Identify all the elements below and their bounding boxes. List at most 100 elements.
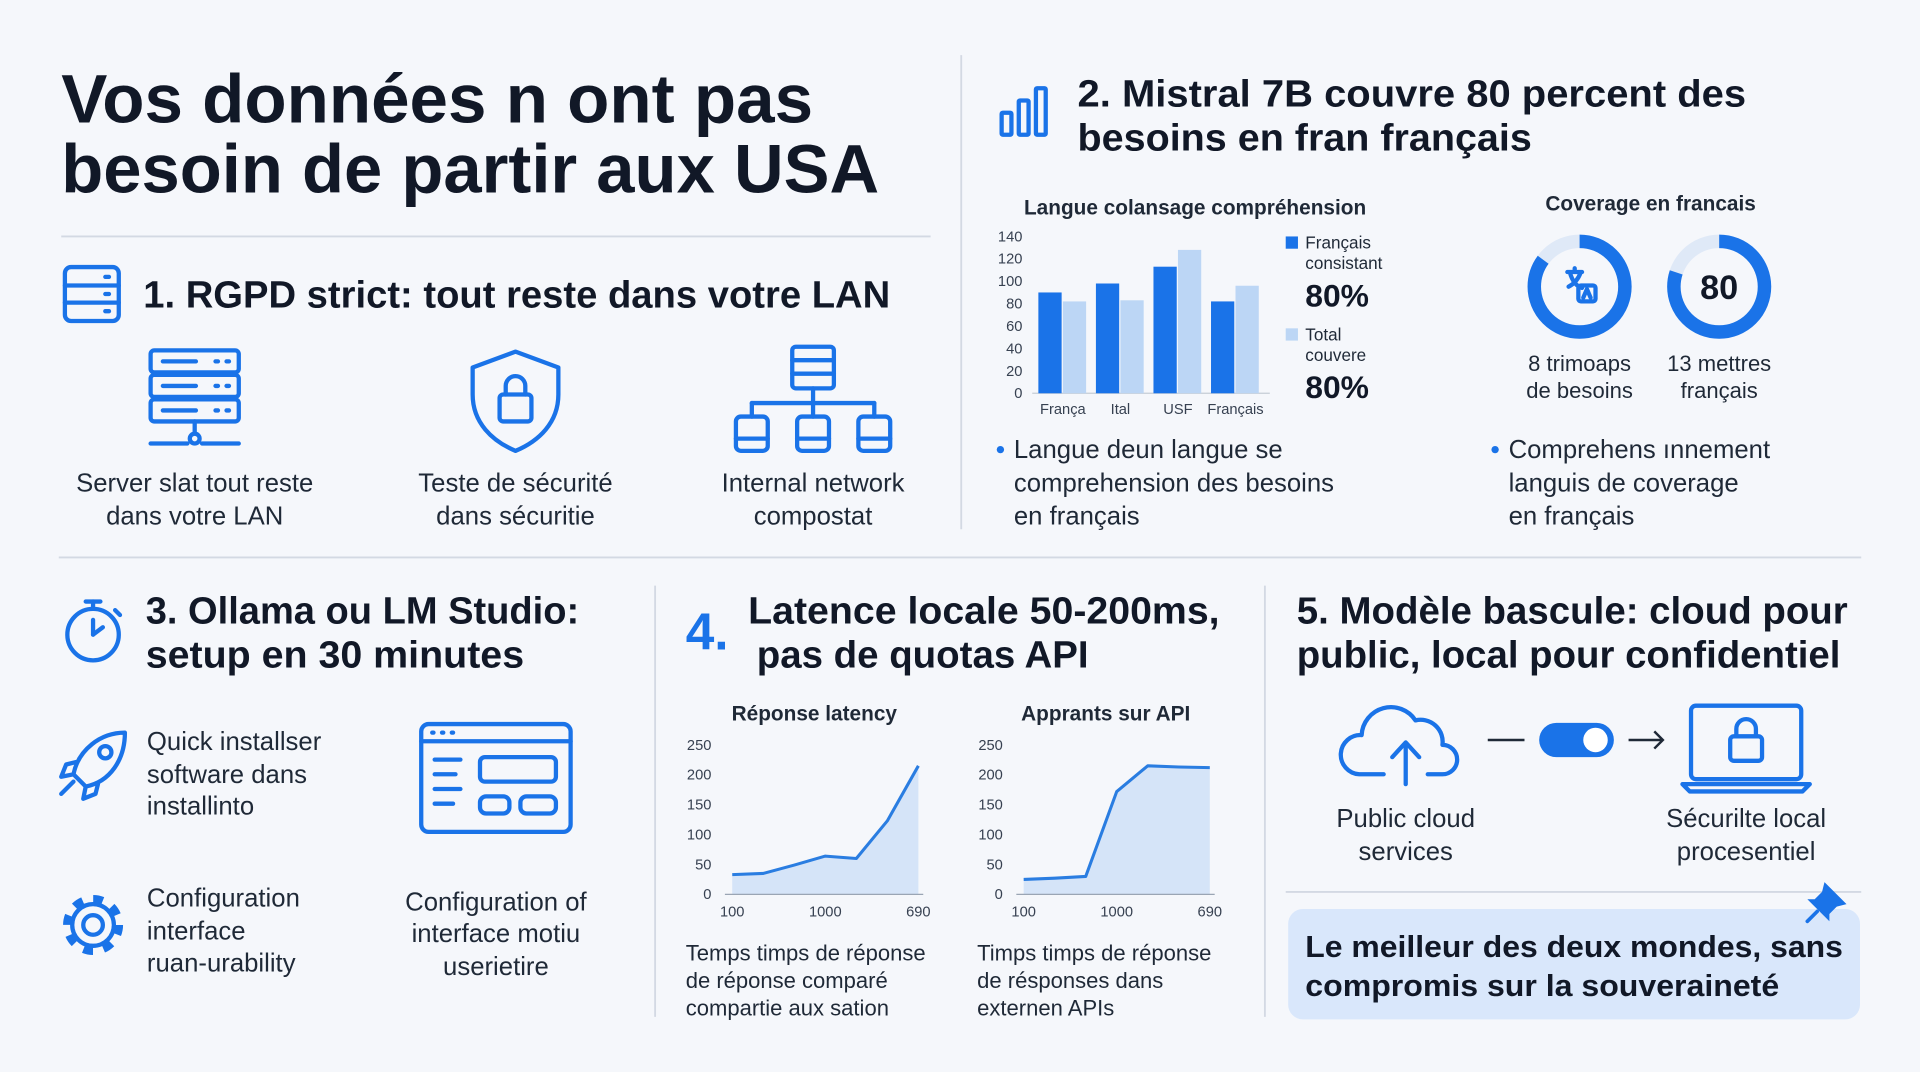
language-icon xyxy=(1565,266,1598,304)
y-tick-label: 200 xyxy=(687,768,712,784)
legend-label: consistant xyxy=(1305,253,1382,273)
y-tick-label: 250 xyxy=(687,738,712,754)
chart-caption: de réponse comparé xyxy=(686,968,888,993)
donut-value: 80 xyxy=(1700,269,1738,307)
y-tick-label: 50 xyxy=(987,857,1003,873)
bar-chart: 0 20 40 60 80 100 120 140 França Ital USF Français F… xyxy=(998,229,1383,418)
section-heading: setup en 30 minutes xyxy=(146,635,524,677)
bullet-dot xyxy=(1491,445,1499,454)
y-tick-label: 150 xyxy=(687,798,712,814)
legend-label: Total xyxy=(1305,325,1341,345)
y-tick-label: 140 xyxy=(998,229,1023,245)
item-label: dans sécuritie xyxy=(436,502,595,530)
item-label: software dans xyxy=(147,761,307,789)
chart-caption: Temps timps de réponse xyxy=(686,941,926,966)
section-heading: pas de quotas API xyxy=(757,635,1089,677)
y-tick-label: 0 xyxy=(703,887,711,903)
item-label: Teste de sécurité xyxy=(418,469,612,497)
server-rack-icon xyxy=(148,348,241,446)
item-label: interface xyxy=(147,918,246,946)
y-tick-label: 60 xyxy=(1006,319,1022,335)
chart-caption: externen APIs xyxy=(977,996,1114,1021)
legend-swatch xyxy=(1285,236,1298,249)
network-icon xyxy=(733,344,893,453)
y-tick-label: 20 xyxy=(1006,364,1022,380)
area xyxy=(1023,765,1210,895)
x-tick-label: França xyxy=(1040,402,1087,418)
window-icon xyxy=(419,721,573,835)
bullet-text: comprehension des besoins xyxy=(1014,469,1334,497)
option-label: Public cloud xyxy=(1336,805,1475,833)
x-tick-label: 1000 xyxy=(1100,904,1133,920)
bar xyxy=(1095,283,1120,394)
donut-caption: 8 trimoaps xyxy=(1528,351,1631,376)
coverage-title: Coverage en francais xyxy=(1545,193,1755,216)
x-tick-label: Français xyxy=(1207,402,1263,418)
toggle-knob xyxy=(1583,727,1608,753)
bar xyxy=(1177,249,1202,394)
y-tick-label: 120 xyxy=(998,252,1023,268)
arrow xyxy=(1628,730,1665,750)
bar xyxy=(1235,285,1259,394)
callout-text: Le meilleur des deux mondes, sans xyxy=(1305,930,1843,964)
bar xyxy=(1153,266,1177,394)
section-heading: 3. Ollama ou LM Studio: xyxy=(146,591,579,633)
item-label: installinto xyxy=(147,793,254,821)
y-tick-label: 0 xyxy=(1014,386,1022,402)
legend-label: couvere xyxy=(1305,345,1366,365)
bars-icon xyxy=(999,86,1048,137)
bar xyxy=(1062,301,1087,394)
donut-caption: français xyxy=(1681,378,1758,403)
legend-swatch xyxy=(1285,328,1298,341)
legend-value: 80% xyxy=(1305,277,1369,313)
y-tick-label: 80 xyxy=(1006,297,1022,313)
x-tick-label: 1000 xyxy=(809,904,842,920)
laptop-icon xyxy=(1680,703,1812,794)
item-label: compostat xyxy=(754,502,873,530)
callout-box xyxy=(1288,909,1860,1020)
item-label: interface motiu xyxy=(412,920,581,948)
y-tick-label: 250 xyxy=(978,738,1003,754)
area xyxy=(732,765,919,895)
x-tick-label: 100 xyxy=(1011,904,1036,920)
donut-caption: 13 mettres xyxy=(1667,351,1771,376)
x-tick-label: USF xyxy=(1163,402,1192,418)
item-label: Configuration xyxy=(147,885,300,913)
cloud-icon xyxy=(1338,705,1460,787)
chart-title: Apprants sur API xyxy=(1021,702,1190,725)
chart-caption: Timps timps de réponse xyxy=(977,941,1211,966)
item-label: dans votre LAN xyxy=(106,502,283,530)
y-tick-label: 0 xyxy=(995,887,1003,903)
section-heading: besoins en fran français xyxy=(1078,118,1532,160)
x-tick-label: 690 xyxy=(1198,904,1223,920)
line xyxy=(732,765,920,877)
pushpin-icon xyxy=(1805,882,1847,924)
bullet-text: en français xyxy=(1509,502,1635,530)
line xyxy=(1023,764,1210,881)
shield-icon xyxy=(470,349,561,453)
item-label: Server slat tout reste xyxy=(76,469,313,497)
donut-arc xyxy=(1667,234,1772,339)
x-tick-label: Ital xyxy=(1111,402,1131,418)
y-tick-label: 100 xyxy=(978,827,1003,843)
server-icon xyxy=(62,264,121,324)
legend-label: Français xyxy=(1305,233,1371,253)
section-heading: 1. RGPD strict: tout reste dans votre LA… xyxy=(143,275,890,317)
bar xyxy=(1120,300,1144,394)
callout-text: compromis sur la souveraineté xyxy=(1305,969,1779,1003)
section-heading: 5. Modèle bascule: cloud pour xyxy=(1297,591,1848,633)
title-line: besoin de partir aux USA xyxy=(61,130,879,207)
section-heading: Latence locale 50-200ms, xyxy=(748,591,1219,633)
stopwatch-icon xyxy=(65,599,123,663)
bar xyxy=(1211,301,1235,394)
bullet-text: Langue deun langue se xyxy=(1014,436,1283,464)
chart-title: Réponse latency xyxy=(732,702,898,725)
bullet-text: languis de coverage xyxy=(1509,469,1739,497)
option-label: procesentiel xyxy=(1677,838,1816,866)
chart-caption: compartie aux sation xyxy=(686,996,889,1021)
x-tick-label: 100 xyxy=(720,904,745,920)
item-label: Quick installser xyxy=(147,728,322,756)
